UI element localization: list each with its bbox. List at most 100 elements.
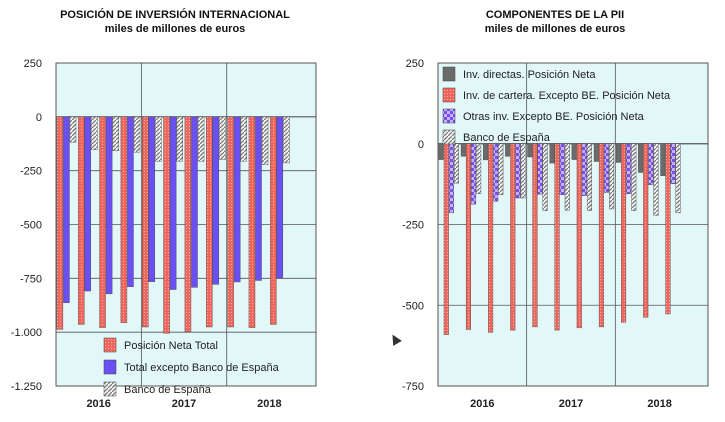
right-bar-hatch [564,143,570,211]
right-bar-hatch [498,143,504,195]
right-bar-purple [626,143,632,195]
right-bar-gray [505,143,511,157]
right-bar-red [576,143,582,329]
left-bar-hatch [69,116,77,143]
right-x-year-label: 2016 [470,398,494,410]
right-bar-red [465,143,471,330]
right-bar-red [598,143,604,328]
left-bar-blue [276,116,284,279]
right-bar-gray [660,143,666,176]
left-bar-blue [127,116,134,287]
left-bar-blue [148,116,156,282]
left-bar-blue [191,116,198,288]
left-y-tick-label: -750 [20,273,42,285]
right-bar-hatch [476,143,482,195]
right-chart: 250 0 -250 -500 -750 2016 2017 2018 Inv. directa… [402,58,709,410]
right-chart-title: COMPONENTES DE LA PII miles de millones … [400,8,710,36]
right-legend-label: Inv. de cartera. Excepto BE. Posición Ne… [463,90,671,102]
right-bar-purple [559,143,565,195]
left-bar-hatch [197,116,205,162]
left-y-tick-label: -1.250 [11,381,42,393]
left-chart-subtitle: miles de millones de euros [104,23,246,35]
right-bar-hatch [653,143,659,216]
left-x-year-label: 2016 [86,398,110,410]
left-bar-red [77,116,85,325]
right-bar-gray [527,143,533,158]
right-bar-red [443,143,449,335]
right-bar-purple [515,143,521,199]
right-chart-title-text: COMPONENTES DE LA PII [485,9,625,21]
left-y-tick-label: 250 [24,58,42,70]
left-chart: 250 0 -250 -500 -750 -1.000 -1.250 2016 2017 2018… [11,58,317,410]
right-bar-red [532,143,538,328]
right-bar-gray [593,143,599,162]
left-legend-label: Banco de España [124,384,212,396]
right-legend-swatch-hatch [442,129,456,145]
left-legend-swatch-blue [103,359,117,375]
right-bar-hatch [520,143,526,199]
left-legend-swatch-hatch [103,381,117,397]
left-bar-red [184,116,192,332]
left-bar-hatch [240,116,247,162]
left-bar-hatch [283,116,290,164]
left-y-tick-label: -1.000 [11,327,42,339]
left-bar-red [142,116,149,328]
left-chart-title: POSICIÓN DE INVERSIÓN INTERNACIONAL mile… [20,8,330,36]
right-bar-purple [648,143,654,185]
right-legend-label: Banco de España [463,132,551,144]
right-bar-red [488,143,494,333]
left-legend-label: Posición Neta Total [124,340,218,352]
left-bar-blue [84,116,91,292]
left-bar-blue [255,116,262,281]
right-bar-red [665,143,671,315]
right-bar-gray [483,143,489,161]
left-bar-blue [212,116,220,285]
left-x-year-label: 2018 [257,398,281,410]
right-legend-label: Otras inv. Excepto BE. Posición Neta [463,111,645,123]
left-bar-blue [105,116,113,295]
right-bar-hatch [453,143,459,184]
left-bar-blue [63,116,70,303]
right-legend-swatch-purple [442,108,456,124]
right-bar-purple [581,143,587,196]
right-legend-swatch-gray [442,66,456,82]
left-bar-hatch [219,116,226,160]
right-chart-subtitle: miles de millones de euros [484,23,626,35]
right-legend-label: Inv. directas. Posición Neta [463,69,596,81]
right-y-tick-label: -250 [402,220,424,232]
right-bar-red [621,143,627,323]
left-x-year-label: 2017 [172,398,196,410]
left-bar-blue [233,116,241,283]
left-bar-hatch [261,116,269,165]
right-bar-gray [549,143,555,164]
right-y-tick-label: 250 [406,58,424,70]
right-bar-gray [438,143,444,160]
left-bar-red [163,116,170,334]
left-y-tick-label: -250 [20,166,42,178]
left-bar-hatch [112,116,119,151]
left-bar-hatch [91,116,98,150]
left-bar-red [227,116,234,328]
right-bar-hatch [631,143,637,211]
left-bar-red [56,116,64,330]
left-bar-red [248,116,256,328]
left-bar-red [120,116,128,323]
right-bar-purple [670,143,676,185]
right-bar-hatch [609,143,615,210]
right-bar-gray [460,143,466,157]
left-legend-label: Total excepto Banco de España [124,362,280,374]
left-legend-swatch-red [103,337,117,353]
right-bar-purple [537,143,543,195]
right-bar-purple [493,143,499,202]
right-legend-swatch-red [442,87,456,103]
right-bar-purple [471,143,477,205]
right-bar-hatch [542,143,548,211]
right-y-tick-label: 0 [418,139,424,151]
right-bar-purple [448,143,454,214]
left-y-tick-label: 0 [36,112,42,124]
left-bar-red [206,116,213,328]
left-bar-hatch [155,116,162,162]
right-x-year-label: 2018 [647,398,671,410]
right-x-year-label: 2017 [559,398,583,410]
